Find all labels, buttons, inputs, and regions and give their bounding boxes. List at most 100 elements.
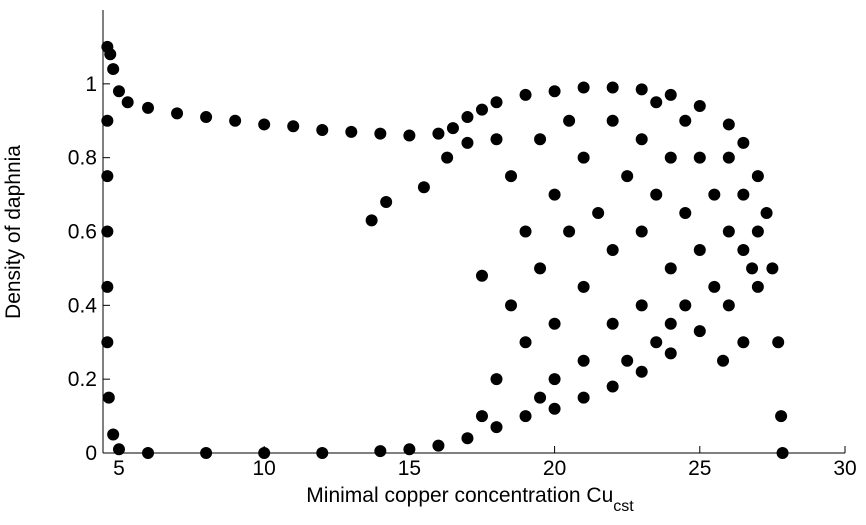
point — [142, 101, 155, 114]
point — [258, 447, 271, 459]
y-axis-label: Density of daphnia — [2, 145, 25, 319]
point — [693, 151, 706, 164]
point — [121, 96, 134, 109]
point — [519, 410, 532, 423]
point — [374, 127, 387, 140]
point — [635, 365, 648, 378]
y-tick-label: 0 — [85, 442, 97, 465]
point — [490, 421, 503, 434]
point — [505, 170, 518, 183]
point — [577, 354, 590, 367]
point — [650, 188, 663, 201]
point — [621, 354, 634, 367]
point — [679, 207, 692, 220]
point — [101, 170, 114, 183]
point — [751, 225, 764, 238]
y-tick-label: 0.4 — [68, 294, 98, 317]
y-tick-label: 1 — [85, 73, 97, 96]
point — [475, 103, 488, 116]
point — [107, 428, 120, 441]
point — [621, 170, 634, 183]
point — [287, 120, 300, 133]
point — [548, 85, 561, 98]
point — [679, 114, 692, 127]
x-axis-label-main: Minimal copper concentration Cu — [306, 484, 613, 507]
point — [606, 380, 619, 393]
y-tick-label: 0.2 — [68, 368, 97, 391]
point — [693, 243, 706, 256]
point — [592, 207, 605, 220]
point — [737, 243, 750, 256]
point — [737, 188, 750, 201]
point — [650, 336, 663, 349]
x-tick-label: 15 — [398, 457, 421, 480]
point — [577, 81, 590, 94]
point — [258, 118, 271, 131]
x-tick-label: 30 — [833, 457, 856, 480]
point — [200, 447, 213, 459]
x-tick-label: 20 — [543, 457, 566, 480]
point — [101, 280, 114, 293]
point — [490, 133, 503, 146]
point — [635, 83, 648, 96]
point — [664, 151, 677, 164]
point — [490, 96, 503, 109]
point — [534, 262, 547, 275]
point — [606, 114, 619, 127]
point — [772, 336, 785, 349]
point — [475, 269, 488, 282]
point — [635, 133, 648, 146]
point — [776, 447, 789, 459]
point — [490, 373, 503, 386]
point — [403, 443, 416, 456]
point — [577, 151, 590, 164]
point — [548, 317, 561, 330]
point — [650, 96, 663, 109]
point — [577, 280, 590, 293]
point — [441, 151, 454, 164]
point — [461, 136, 474, 149]
point — [142, 447, 155, 459]
point — [693, 99, 706, 112]
point — [229, 114, 242, 127]
point — [751, 280, 764, 293]
x-tick-label: 25 — [688, 457, 711, 480]
point — [403, 129, 416, 142]
point — [112, 443, 125, 456]
point — [534, 391, 547, 404]
point — [737, 136, 750, 149]
point — [760, 207, 773, 220]
point — [112, 85, 125, 98]
y-tick-label: 0.6 — [68, 221, 97, 244]
point — [101, 336, 114, 349]
point — [635, 299, 648, 312]
point — [505, 299, 518, 312]
point — [101, 114, 114, 127]
y-tick-label: 0.8 — [68, 147, 97, 170]
point — [635, 225, 648, 238]
point — [664, 347, 677, 360]
point — [717, 354, 730, 367]
point — [766, 262, 779, 275]
point — [664, 262, 677, 275]
point — [374, 445, 387, 458]
point — [102, 391, 115, 404]
point — [345, 125, 358, 138]
point — [101, 225, 114, 238]
point — [200, 111, 213, 124]
point — [606, 243, 619, 256]
point — [519, 225, 532, 238]
point — [432, 439, 445, 452]
point — [534, 133, 547, 146]
point — [461, 111, 474, 124]
x-axis-label-subscript: cst — [613, 498, 634, 515]
point — [107, 63, 120, 76]
point — [751, 170, 764, 183]
point — [548, 373, 561, 386]
point — [316, 123, 329, 136]
point — [365, 214, 378, 227]
point — [563, 114, 576, 127]
point — [679, 299, 692, 312]
x-axis-label: Minimal copper concentration Cucst — [306, 484, 634, 515]
